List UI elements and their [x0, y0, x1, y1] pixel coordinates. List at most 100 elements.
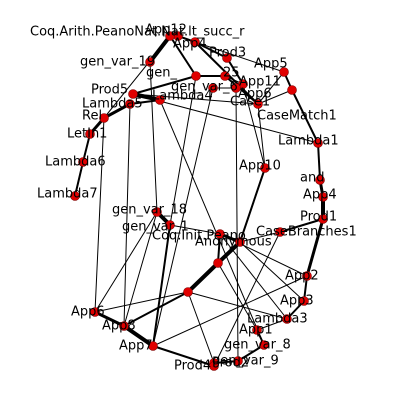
- graph-node-label: App5: [254, 57, 288, 72]
- graph-node: [190, 37, 200, 47]
- graph-node-label: Rel: [82, 109, 102, 124]
- graph-node: [125, 99, 135, 109]
- graph-edge: [257, 103, 266, 169]
- graph-edge: [291, 89, 319, 144]
- graph-node: [209, 361, 219, 371]
- graph-edge: [169, 224, 221, 235]
- graph-node: [235, 237, 245, 247]
- graph-node: [231, 83, 241, 93]
- graph-node-label: Lambda3: [247, 312, 308, 327]
- graph-node-label: App4: [303, 188, 337, 203]
- graph-node: [233, 356, 243, 366]
- graph-edge: [194, 41, 228, 59]
- graph-edge: [317, 142, 321, 181]
- graph-node: [148, 341, 158, 351]
- graph-edge: [82, 133, 91, 163]
- graph-edge: [219, 233, 288, 320]
- nodes-layer: [70, 31, 328, 371]
- graph-node: [119, 321, 129, 331]
- graph-edge: [129, 99, 161, 105]
- graph-edge: [224, 75, 259, 105]
- graph-edge: [152, 345, 215, 367]
- graph-edge: [226, 57, 244, 85]
- graph-node-label: App3: [280, 294, 314, 309]
- graph-edge: [217, 233, 221, 264]
- graph-node-label: Coq.Arith.PeanoNat.Nat.lt_succ_r: [30, 25, 245, 40]
- graph-node: [70, 191, 80, 201]
- graph-node: [165, 220, 175, 230]
- graph-node-label: App2: [285, 269, 319, 284]
- graph-node: [253, 99, 263, 109]
- graph-node-label: Case1: [230, 95, 270, 110]
- graph-node-label: App11: [239, 75, 281, 90]
- graph-node: [145, 57, 155, 67]
- graph-edge: [219, 233, 308, 277]
- graph-edge: [122, 324, 155, 348]
- graph-edge: [169, 75, 197, 226]
- graph-node-label: gen_var_1: [122, 220, 189, 235]
- graph-node: [152, 207, 162, 217]
- graph-node-label: LetIn1: [67, 127, 107, 142]
- graph-edge: [237, 344, 265, 362]
- graph-node-label: Prod4: [174, 359, 211, 374]
- graph-edge: [94, 117, 105, 313]
- graph-node-label: App12: [145, 23, 187, 38]
- graph-edge: [149, 61, 158, 213]
- graph-edge: [102, 102, 132, 120]
- graph-node-label: Prod5: [91, 83, 128, 98]
- graph-node-unlabeled: [213, 258, 223, 268]
- graph-node: [155, 95, 165, 105]
- graph-node-label: gen_var_8: [224, 338, 291, 353]
- graph-node-label: App10: [239, 159, 281, 174]
- graph-node: [313, 138, 323, 148]
- graph-edge: [256, 318, 288, 331]
- graph-edge: [159, 99, 265, 346]
- graph-node-label: 25: [223, 66, 240, 81]
- graph-node-unlabeled: [183, 287, 193, 297]
- graph-node: [252, 325, 262, 335]
- graph-node: [85, 129, 95, 139]
- graph-node-label: Lambda1: [278, 134, 339, 149]
- graph-node: [215, 229, 225, 239]
- graph-edge: [187, 291, 215, 364]
- graph-node: [282, 314, 292, 324]
- graph-edge: [94, 291, 189, 313]
- graph-node-label: CaseBranches1: [256, 225, 357, 240]
- graph-node-label: App6: [238, 87, 272, 102]
- graph-node-label: Lambda6: [45, 155, 106, 170]
- graph-node: [222, 53, 232, 63]
- graph-node: [275, 227, 285, 237]
- graph-node-label: App4: [173, 37, 207, 52]
- graph-node: [299, 296, 309, 306]
- graph-edge: [152, 224, 171, 347]
- graph-node: [302, 271, 312, 281]
- graph-edge: [216, 240, 242, 265]
- graph-node-label: App8: [102, 319, 136, 334]
- graph-edge: [186, 261, 220, 294]
- graph-edge: [74, 161, 84, 197]
- graph-node-label: Lambda5: [82, 97, 143, 112]
- graph-node-label: gen_var_18: [112, 203, 187, 218]
- graph-node-label: Anonymous: [195, 235, 272, 250]
- graph-edge: [239, 167, 266, 243]
- graph-edge: [169, 35, 197, 77]
- graph-node: [260, 163, 270, 173]
- graph-edge: [257, 89, 293, 105]
- graph-node-label: gen_var_19: [80, 55, 155, 70]
- graph-edge: [132, 75, 197, 95]
- graph-edge: [93, 310, 126, 328]
- graph-node-label: App6: [71, 305, 105, 320]
- graph-node: [220, 71, 230, 81]
- graph-node: [165, 31, 175, 41]
- graph-edge: [152, 275, 308, 347]
- labels-layer: Coq.Arith.PeanoNat.Nat.lt_succ_rApp12App…: [30, 23, 357, 374]
- graph-node-label: App1: [239, 323, 273, 338]
- graph-edge: [257, 71, 285, 105]
- graph-edge: [152, 87, 214, 347]
- graph-node: [208, 83, 218, 93]
- graph-edge: [103, 35, 171, 119]
- graph-node: [315, 175, 325, 185]
- graph-edge: [279, 218, 324, 233]
- graph-node: [90, 307, 100, 317]
